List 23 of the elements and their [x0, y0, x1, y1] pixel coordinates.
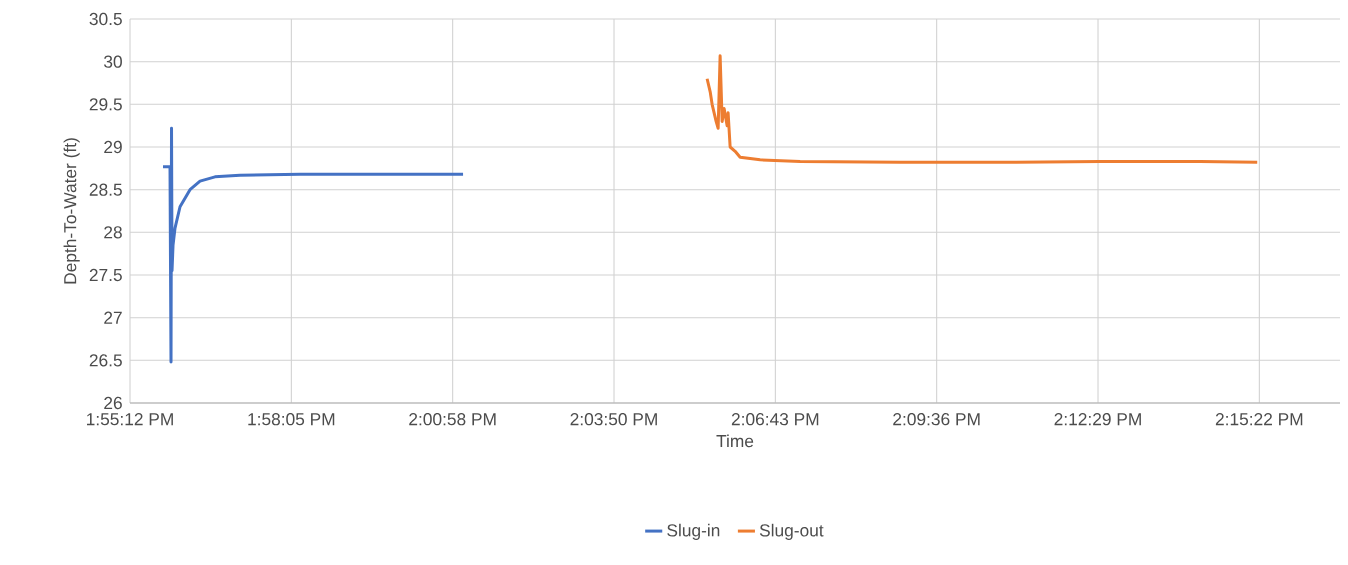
legend-label: Slug-in	[667, 523, 720, 540]
x-tick-label: 2:15:22 PM	[1215, 413, 1303, 426]
x-axis-title: Time	[716, 434, 754, 448]
y-tick-label: 30	[104, 55, 122, 68]
y-tick-label: 27.5	[89, 268, 122, 282]
y-tick-label: 29.5	[89, 98, 122, 111]
y-tick-label: 30.5	[89, 12, 122, 26]
x-tick-label: 2:03:50 PM	[570, 413, 657, 426]
x-tick-label: 2:06:43 PM	[731, 413, 819, 426]
y-tick-label: 28	[104, 226, 122, 239]
legend-label: Slug-out	[759, 523, 824, 540]
y-tick-label: 26	[104, 396, 122, 410]
y-tick-label: 27	[104, 311, 122, 324]
y-axis-title: Depth-To-Water (ft)	[63, 138, 80, 284]
x-tick-label: 1:55:12 PM	[87, 413, 173, 426]
x-tick-label: 2:00:58 PM	[409, 413, 496, 426]
x-tick-label: 2:12:29 PM	[1054, 413, 1141, 426]
y-tick-label: 29	[104, 140, 122, 154]
x-tick-label: 1:58:05 PM	[248, 413, 335, 426]
y-tick-label: 28.5	[89, 183, 122, 196]
x-tick-label: 2:09:36 PM	[893, 413, 980, 426]
y-tick-label: 26.5	[89, 354, 122, 367]
line-series	[705, 54, 1259, 164]
